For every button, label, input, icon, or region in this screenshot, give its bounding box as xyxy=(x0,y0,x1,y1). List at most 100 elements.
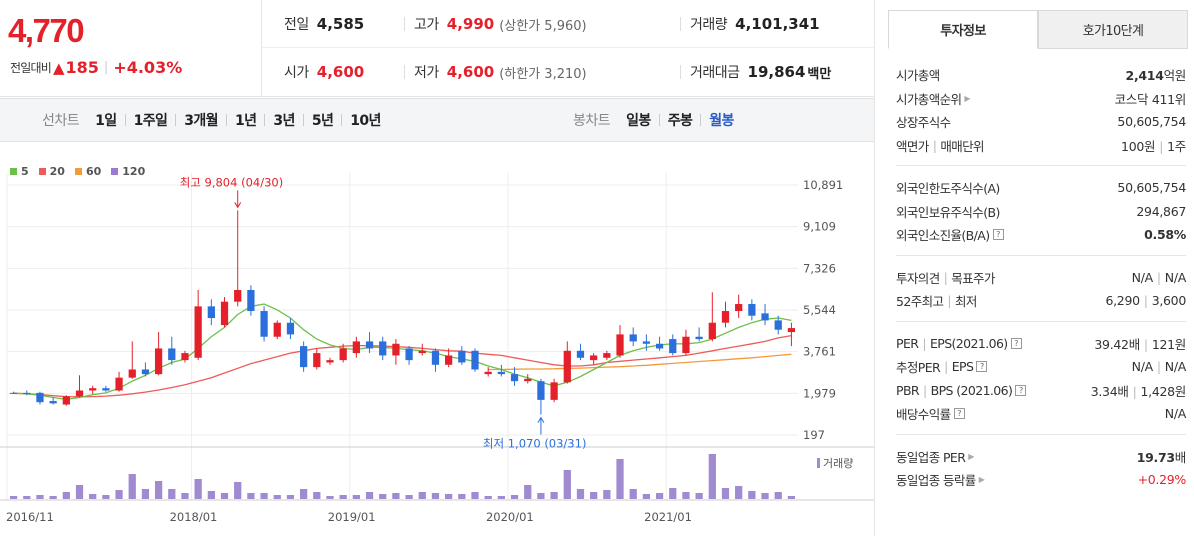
candle xyxy=(207,306,215,319)
quote-cell: 거래량 4,101,341 xyxy=(690,0,820,48)
info-key-label-2: EPS(2021.06) xyxy=(929,335,1008,351)
volume-bar xyxy=(484,496,492,499)
candle xyxy=(563,350,571,383)
info-key: 투자의견 | 목표주가 xyxy=(896,268,995,287)
candle xyxy=(748,304,756,316)
chart-period-bar: 선차트 1일 1주일 3개월 1년 3년 5년 10년 봉차트 일봉 주봉 월봉 xyxy=(0,98,874,142)
period-7[interactable]: 10년 xyxy=(350,113,381,129)
volume-bar xyxy=(510,495,519,499)
legend-label: 20 xyxy=(49,165,65,178)
help-icon[interactable]: ? xyxy=(992,229,1004,241)
info-key: PBR | BPS (2021.06)? xyxy=(896,382,1027,398)
volume-bar xyxy=(537,493,545,499)
info-row: 52주최고 | 최저 6,290 | 3,600 xyxy=(896,289,1186,313)
low-annotation: 최저 1,070 (03/31) xyxy=(483,437,587,451)
info-value-1: +0.29% xyxy=(1137,472,1187,488)
info-section: 외국인한도주식수(A) 50,605,754 외국인보유주식수(B) 294,867 외… xyxy=(896,176,1186,256)
chevron-right-icon[interactable]: ▶ xyxy=(978,475,985,485)
info-row[interactable]: 동일업종 PER ▶ 19.73배 xyxy=(896,445,1186,469)
volume-bar xyxy=(207,491,215,499)
info-key: 동일업종 등락률 ▶ xyxy=(896,470,985,489)
info-value: N/A xyxy=(1165,406,1187,421)
candle xyxy=(603,353,611,358)
volume-bar xyxy=(708,454,716,499)
ma20-line xyxy=(13,334,792,398)
divider xyxy=(404,65,405,79)
candle xyxy=(181,353,189,361)
info-value: 294,867 xyxy=(1136,204,1186,219)
candle xyxy=(128,369,136,378)
current-price: 4,770 xyxy=(8,12,85,49)
quote-cell: 저가 4,600 (하한가 3,210) xyxy=(414,48,587,96)
period-2[interactable]: 1주일 xyxy=(133,113,168,129)
help-icon[interactable]: ? xyxy=(1015,384,1027,396)
volume-bar xyxy=(748,491,756,499)
period-5[interactable]: 3년 xyxy=(273,113,295,129)
candle xyxy=(629,334,637,342)
info-row[interactable]: 동일업종 등락률 ▶ +0.29% xyxy=(896,468,1186,492)
candle-period-1[interactable]: 일봉 xyxy=(626,113,651,129)
candle xyxy=(313,353,321,368)
legend-label: 60 xyxy=(85,165,102,178)
info-key-label: 동일업종 등락률 xyxy=(896,473,976,489)
info-key-label-2: EPS xyxy=(951,359,974,375)
candle xyxy=(524,378,532,382)
info-value-2: 121원 xyxy=(1151,336,1186,352)
info-key-label: 상장주식수 xyxy=(896,115,951,131)
volume-bar xyxy=(273,495,281,499)
candle xyxy=(510,374,519,382)
info-key-label-2: 목표주가 xyxy=(951,270,995,286)
candle-period-3[interactable]: 월봉 xyxy=(709,113,734,129)
quote-value: 4,101,341 xyxy=(735,15,820,33)
candle xyxy=(89,388,97,391)
info-row[interactable]: 시가총액순위 ▶ 코스닥 411위 xyxy=(896,87,1186,111)
help-icon[interactable]: ? xyxy=(976,361,988,373)
volume-bar xyxy=(655,493,664,499)
quote-row: 전일 4,585 고가 4,990 (상한가 5,960) 거래량 4,101,341 xyxy=(262,0,874,48)
tab-orderbook[interactable]: 호가10단계 xyxy=(1038,10,1188,49)
volume-bar xyxy=(9,496,18,499)
change-value: 185 xyxy=(65,58,99,77)
period-6[interactable]: 5년 xyxy=(311,113,334,129)
volume-bar xyxy=(128,474,136,499)
period-4[interactable]: 1년 xyxy=(234,113,257,129)
divider: | xyxy=(932,137,937,153)
period-1[interactable]: 1일 xyxy=(95,113,117,129)
volume-bar xyxy=(458,494,466,499)
info-key-label-2: 매매단위 xyxy=(940,138,984,154)
change-label: 전일대비 xyxy=(10,61,52,75)
divider: | xyxy=(923,382,927,398)
chevron-right-icon[interactable]: ▶ xyxy=(964,93,970,103)
volume-bar xyxy=(194,479,202,499)
candle xyxy=(735,304,743,312)
volume-bar xyxy=(168,489,176,499)
volume-bar xyxy=(682,492,690,499)
quote-key: 거래대금 xyxy=(690,65,740,81)
tab-investment-info[interactable]: 투자정보 xyxy=(888,10,1038,49)
help-icon[interactable]: ? xyxy=(953,408,965,420)
divider xyxy=(264,114,266,126)
divider: | xyxy=(1143,293,1148,309)
info-key-label-2: 최저 xyxy=(955,294,977,310)
current-price-block: 4,770 전일대비 ▲ 185 | +4.03% xyxy=(0,0,262,97)
period-3[interactable]: 3개월 xyxy=(184,113,218,129)
volume-bar xyxy=(669,488,677,499)
info-value-2: N/A xyxy=(1164,269,1187,285)
y-tick-label: 10,891 xyxy=(803,178,843,192)
candle xyxy=(115,377,123,391)
candle-period-2[interactable]: 주봉 xyxy=(667,113,693,129)
candle xyxy=(458,350,466,363)
quote-key: 고가 xyxy=(414,17,439,33)
candle xyxy=(247,289,255,312)
volume-bar xyxy=(89,494,97,499)
help-icon[interactable]: ? xyxy=(1010,337,1022,349)
volume-bar xyxy=(405,495,413,499)
info-value: 39.42배 | 121원 xyxy=(1094,334,1186,353)
chevron-right-icon[interactable]: ▶ xyxy=(968,451,974,461)
candle xyxy=(669,339,677,354)
chart-legend: 5 20 60 120 xyxy=(10,165,155,178)
info-key-label: 배당수익률 xyxy=(896,407,951,423)
quote-key: 저가 xyxy=(414,65,439,81)
volume-bar xyxy=(497,496,506,499)
